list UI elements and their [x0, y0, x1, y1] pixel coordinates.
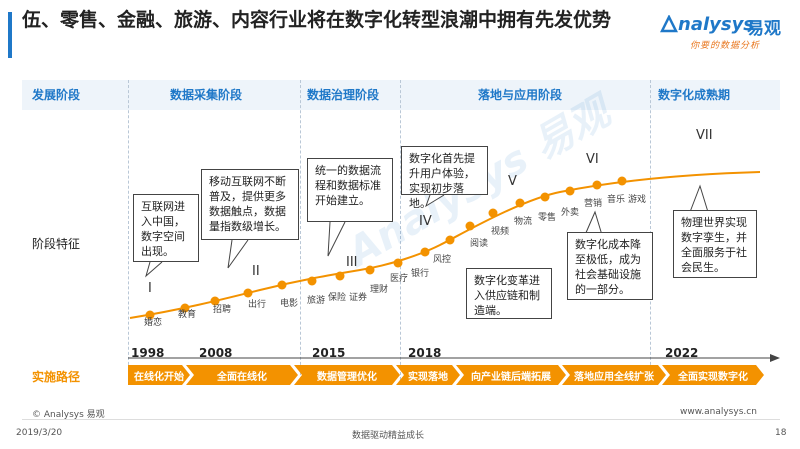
- path-step-7: 全面实现数字化: [662, 365, 764, 385]
- title-accent-bar: [8, 12, 12, 58]
- callout-stage-7: 物理世界实现数字孪生，并全面服务于社会民生。: [673, 210, 757, 278]
- logo-mark-icon: [659, 14, 679, 33]
- stage-feature-row-label: 阶段特征: [32, 237, 81, 251]
- callout-stage-5: 数字化变革进入供应链和制造端。: [466, 268, 552, 319]
- industry-label: 营销: [584, 199, 603, 209]
- phase-row-label: 发展阶段: [32, 88, 81, 102]
- industry-label: 银行: [411, 269, 430, 279]
- logo-text-cn: 易观: [747, 19, 781, 39]
- path-row-label: 实施路径: [32, 370, 81, 384]
- footer-tagline: 数据驱动精益成长: [352, 431, 425, 441]
- logo-text-en: nalysys: [678, 14, 755, 35]
- industry-label: 保险: [328, 293, 347, 303]
- path-step-1: 在线化开始: [128, 365, 190, 385]
- industry-label: 出行: [248, 300, 267, 310]
- industry-label: 婚恋: [144, 318, 163, 328]
- copyright: © Analysys 易观: [32, 410, 105, 420]
- industry-label: 理财: [370, 285, 389, 295]
- footer-date: 2019/3/20: [16, 428, 63, 438]
- industry-label: 音乐: [607, 195, 626, 205]
- year-label: 2015: [312, 346, 346, 360]
- path-step-2: 全面在线化: [186, 365, 298, 385]
- separator: [128, 80, 129, 380]
- curve-dots: [145, 176, 627, 320]
- path-step-6: 落地应用全线扩张: [562, 365, 666, 385]
- callout-stage-6: 数字化成本降至极低，成为社会基础设施的一部分。: [567, 232, 653, 300]
- industry-label: 外卖: [561, 208, 580, 218]
- callout-stage-3: 统一的数据流程和数据标准开始建立。: [307, 158, 393, 222]
- industry-label: 物流: [514, 217, 533, 227]
- path-step-5: 向产业链后端拓展: [456, 365, 566, 385]
- separator: [650, 80, 651, 380]
- stage-numeral-7: VII: [696, 128, 713, 143]
- stage-numeral-4: IV: [419, 214, 432, 229]
- industry-label: 视频: [491, 227, 510, 237]
- phase-data-governance: 数据治理阶段: [307, 88, 380, 102]
- phase-header-band: [22, 80, 780, 110]
- stage-numeral-3: III: [346, 255, 358, 270]
- stage-numeral-6: VI: [586, 152, 599, 167]
- industry-label: 证券: [349, 293, 368, 303]
- callout-stage-4: 数字化首先提升用户体验，实现初步落地。: [401, 146, 488, 210]
- website: www.analysys.cn: [680, 407, 757, 417]
- phase-maturity: 数字化成熟期: [658, 88, 731, 102]
- industry-label: 旅游: [307, 296, 326, 306]
- separator: [300, 80, 301, 380]
- page-title: 伍、零售、金融、旅游、内容行业将在数字化转型浪潮中拥有先发优势: [22, 9, 612, 31]
- page-number: 18: [775, 428, 787, 438]
- industry-label: 风控: [433, 255, 452, 265]
- stage-numeral-2: II: [252, 264, 260, 279]
- industry-label: 招聘: [213, 305, 232, 315]
- year-label: 2022: [665, 346, 699, 360]
- phase-application: 落地与应用阶段: [478, 88, 563, 102]
- year-label: 1998: [131, 346, 165, 360]
- callout-stage-2: 移动互联网不断普及，提供更多数据触点，数据量指数级增长。: [201, 169, 299, 240]
- industry-label: 电影: [280, 299, 299, 309]
- industry-label: 教育: [178, 310, 197, 320]
- logo: nalysys: [659, 14, 755, 35]
- callout-stage-1: 互联网进入中国，数字空间出现。: [133, 194, 199, 262]
- industry-label: 零售: [538, 213, 557, 223]
- industry-label: 阅读: [470, 239, 489, 249]
- year-label: 2018: [408, 346, 442, 360]
- year-label: 2008: [199, 346, 233, 360]
- stage-numeral-5: V: [508, 174, 517, 189]
- industry-label: 医疗: [390, 274, 409, 284]
- stage-numeral-1: I: [148, 281, 152, 296]
- path-step-3: 数据管理优化: [294, 365, 400, 385]
- phase-data-collection: 数据采集阶段: [170, 88, 243, 102]
- logo-tagline: 你要的数据分析: [690, 41, 761, 51]
- industry-label: 游戏: [628, 195, 647, 205]
- path-step-4: 实现落地: [396, 365, 460, 385]
- footer-divider: [22, 419, 780, 420]
- separator: [400, 80, 401, 380]
